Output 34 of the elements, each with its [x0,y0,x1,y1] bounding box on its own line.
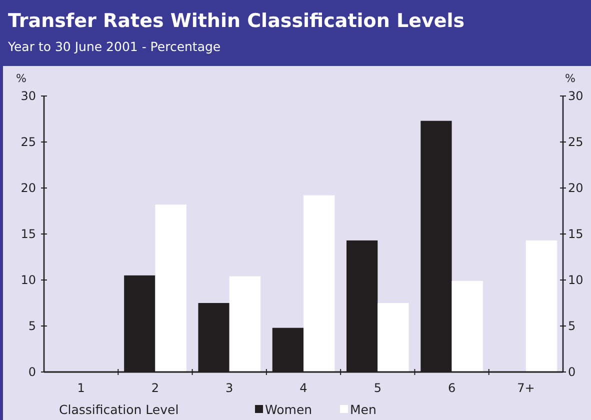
y-tick-label: 25 [20,135,36,150]
bar [526,240,558,372]
y2-tick-label: 5 [568,319,576,334]
chart-title: Transfer Rates Within Classification Levels [8,10,465,32]
x-tick-label: 4 [300,381,308,395]
y2-tick-label: 10 [568,273,584,288]
y2-tick-label: 0 [568,365,576,380]
bar [155,204,186,372]
bar [304,195,335,372]
y2-tick-label: 25 [568,135,584,150]
x-tick-label: 1 [77,381,85,395]
y-tick-label: 30 [20,89,36,104]
y2-tick-label: 30 [568,89,584,104]
y2-tick-label: 15 [568,227,584,242]
bar [378,303,409,372]
x-tick-label: 2 [151,381,160,395]
y-tick-label: 10 [20,273,36,288]
y2-axis-title: % [565,72,576,85]
bar [452,280,483,372]
x-axis-title: Classification Level [59,402,179,417]
x-tick-label: 5 [374,381,382,395]
legend-label: Women [265,402,312,417]
chart-subtitle: Year to 30 June 2001 - Percentage [7,39,221,54]
x-tick-label: 6 [448,381,456,395]
x-tick-label: 3 [226,381,234,395]
y-tick-label: 0 [28,365,36,380]
y2-tick-label: 20 [568,181,584,196]
bar [229,276,260,372]
legend-label: Men [350,402,376,417]
y-tick-label: 20 [20,181,36,196]
y-axis-title: % [16,72,26,85]
y-tick-label: 15 [20,227,36,242]
y-tick-label: 5 [28,319,36,334]
x-tick-label: 7+ [517,381,535,395]
